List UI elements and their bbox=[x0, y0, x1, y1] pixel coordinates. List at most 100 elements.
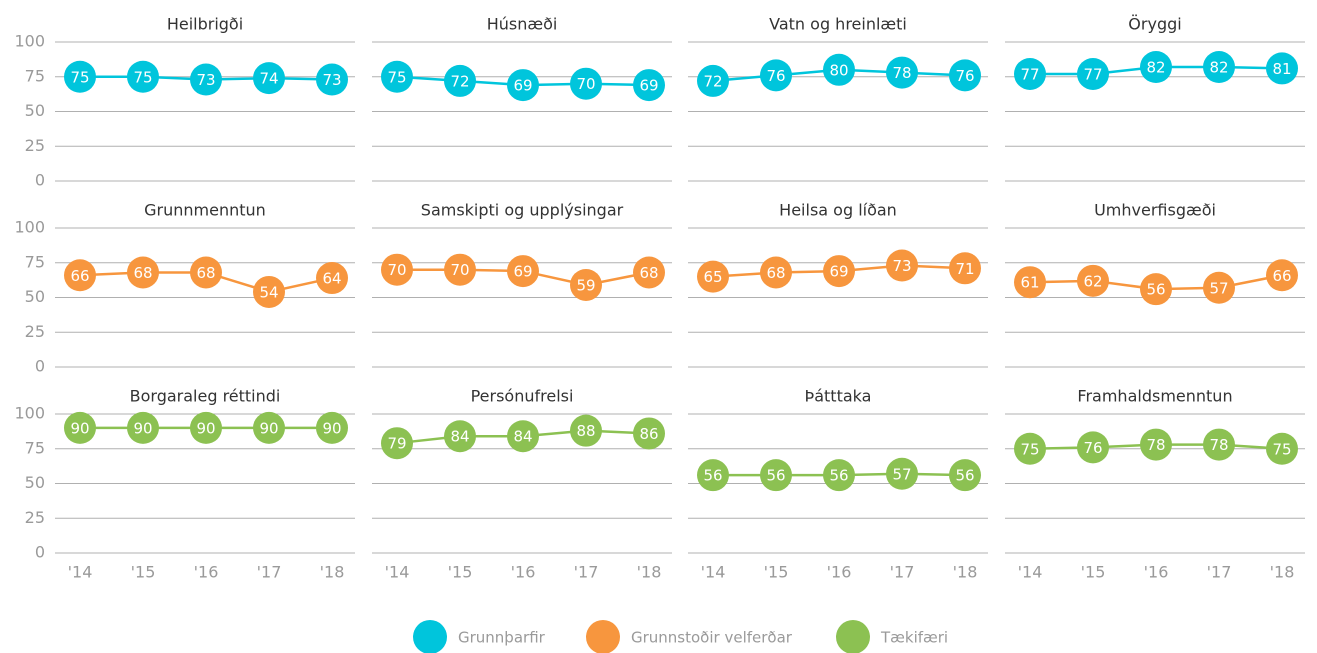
point bbox=[444, 253, 476, 286]
legend-swatch bbox=[586, 620, 620, 653]
data-label: 90 bbox=[70, 419, 89, 437]
data-label: 77 bbox=[1083, 65, 1102, 83]
y-tick-label: 0 bbox=[35, 357, 45, 376]
point bbox=[633, 69, 665, 102]
data-label: 69 bbox=[639, 77, 658, 95]
point bbox=[1203, 271, 1235, 304]
panel-title: Öryggi bbox=[1128, 15, 1181, 34]
point bbox=[316, 411, 348, 444]
point bbox=[253, 275, 285, 308]
point bbox=[1266, 432, 1298, 465]
data-label: 66 bbox=[70, 267, 89, 285]
data-label: 69 bbox=[513, 77, 532, 95]
point bbox=[1140, 273, 1172, 306]
x-tick-label: '15 bbox=[448, 563, 473, 582]
panel-title: Framhaldsmenntun bbox=[1077, 387, 1232, 406]
point bbox=[697, 64, 729, 97]
data-label: 75 bbox=[387, 68, 406, 86]
data-label: 69 bbox=[829, 263, 848, 281]
data-label: 71 bbox=[955, 260, 974, 278]
data-label: 90 bbox=[196, 419, 215, 437]
y-tick-label: 25 bbox=[25, 322, 45, 341]
x-tick-label: '15 bbox=[131, 563, 156, 582]
data-label: 73 bbox=[892, 257, 911, 275]
legend-swatch bbox=[413, 620, 447, 653]
y-tick-label: 100 bbox=[14, 218, 45, 237]
point bbox=[1266, 259, 1298, 292]
data-label: 70 bbox=[387, 261, 406, 279]
point bbox=[1140, 428, 1172, 461]
data-label: 76 bbox=[955, 67, 974, 85]
point bbox=[1014, 57, 1046, 90]
point bbox=[1014, 266, 1046, 299]
data-label: 80 bbox=[829, 61, 848, 79]
data-label: 82 bbox=[1209, 59, 1228, 77]
data-label: 56 bbox=[703, 467, 722, 485]
x-tick-label: '16 bbox=[194, 563, 219, 582]
x-tick-label: '17 bbox=[257, 563, 282, 582]
point bbox=[253, 62, 285, 95]
point bbox=[381, 427, 413, 460]
y-tick-label: 50 bbox=[25, 473, 45, 492]
data-label: 59 bbox=[576, 276, 595, 294]
point bbox=[823, 255, 855, 288]
point bbox=[886, 56, 918, 89]
y-tick-label: 25 bbox=[25, 508, 45, 527]
point bbox=[64, 411, 96, 444]
y-tick-label: 75 bbox=[25, 252, 45, 271]
data-label: 57 bbox=[892, 465, 911, 483]
data-label: 84 bbox=[450, 428, 469, 446]
panel-title: Vatn og hreinlæti bbox=[769, 15, 907, 34]
point bbox=[1203, 428, 1235, 461]
point bbox=[1077, 57, 1109, 90]
data-label: 88 bbox=[576, 422, 595, 440]
data-label: 79 bbox=[387, 435, 406, 453]
data-label: 56 bbox=[1146, 281, 1165, 299]
point bbox=[127, 60, 159, 93]
panel-title: Umhverfisgæði bbox=[1094, 201, 1216, 220]
point bbox=[1077, 264, 1109, 297]
data-label: 77 bbox=[1020, 65, 1039, 83]
legend-swatch bbox=[836, 620, 870, 653]
point bbox=[633, 417, 665, 450]
data-label: 68 bbox=[766, 264, 785, 282]
x-tick-label: '16 bbox=[511, 563, 536, 582]
data-label: 75 bbox=[133, 68, 152, 86]
legend-label: Grunnstoðir velferðar bbox=[631, 629, 793, 647]
point bbox=[570, 414, 602, 447]
x-tick-label: '14 bbox=[385, 563, 410, 582]
point bbox=[127, 256, 159, 289]
point bbox=[570, 67, 602, 100]
legend-label: Tækifæri bbox=[880, 629, 948, 647]
panel-title: Samskipti og upplýsingar bbox=[421, 201, 624, 220]
point bbox=[886, 249, 918, 282]
data-label: 75 bbox=[1272, 440, 1291, 458]
y-tick-label: 50 bbox=[25, 287, 45, 306]
point bbox=[1266, 52, 1298, 85]
point bbox=[949, 59, 981, 92]
y-tick-label: 75 bbox=[25, 66, 45, 85]
panel-title: Heilbrigði bbox=[167, 15, 243, 34]
point bbox=[1014, 432, 1046, 465]
y-tick-label: 75 bbox=[25, 438, 45, 457]
point bbox=[886, 457, 918, 490]
point bbox=[1203, 51, 1235, 84]
y-tick-label: 0 bbox=[35, 171, 45, 190]
data-label: 90 bbox=[259, 419, 278, 437]
x-tick-label: '17 bbox=[1207, 563, 1232, 582]
point bbox=[760, 256, 792, 289]
data-label: 56 bbox=[766, 467, 785, 485]
data-label: 68 bbox=[639, 264, 658, 282]
point bbox=[823, 459, 855, 492]
data-label: 78 bbox=[892, 64, 911, 82]
point bbox=[507, 255, 539, 288]
x-tick-label: '18 bbox=[1270, 563, 1295, 582]
legend-label: Grunnþarfir bbox=[458, 629, 546, 647]
data-label: 73 bbox=[322, 71, 341, 89]
data-label: 64 bbox=[322, 270, 341, 288]
x-tick-label: '16 bbox=[1144, 563, 1169, 582]
data-label: 73 bbox=[196, 71, 215, 89]
point bbox=[1077, 431, 1109, 464]
data-label: 56 bbox=[829, 467, 848, 485]
